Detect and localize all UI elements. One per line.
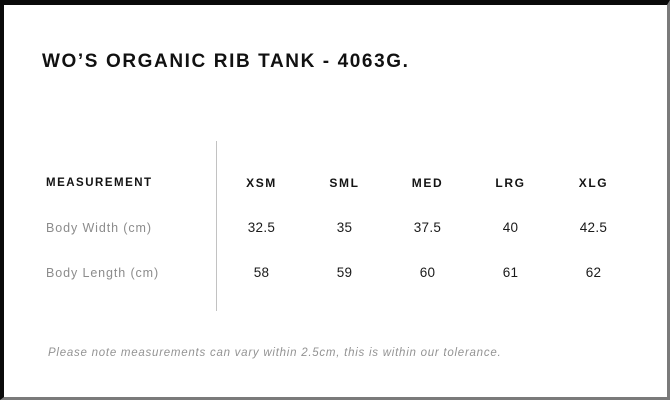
column-header-xlg: XLG bbox=[578, 175, 609, 190]
column-header-med: MED bbox=[411, 175, 444, 190]
cell-body-width-sml: 35 bbox=[336, 220, 353, 235]
cell-body-width-xlg: 42.5 bbox=[579, 220, 608, 235]
column-header-measurement: MEASUREMENT bbox=[46, 176, 153, 189]
table-row: Body Width (cm) 32.5 35 37.5 40 42.5 bbox=[42, 205, 635, 250]
column-header-lrg: LRG bbox=[495, 175, 526, 190]
table-row: Body Length (cm) 58 59 60 61 62 bbox=[42, 250, 635, 295]
row-label-body-length: Body Length (cm) bbox=[46, 265, 160, 280]
row-label-body-width: Body Width (cm) bbox=[46, 220, 152, 235]
cell-body-length-xlg: 62 bbox=[585, 265, 602, 280]
table-header-row: MEASUREMENT XSM SML MED LRG XLG bbox=[42, 160, 635, 205]
cell-body-width-lrg: 40 bbox=[502, 220, 519, 235]
cell-body-length-sml: 59 bbox=[336, 265, 353, 280]
page-title: WO’S ORGANIC RIB TANK - 4063G. bbox=[42, 51, 410, 72]
size-chart-table: MEASUREMENT XSM SML MED LRG XLG Body Wid… bbox=[42, 160, 635, 295]
tolerance-footnote: Please note measurements can vary within… bbox=[48, 347, 502, 359]
cell-body-length-xsm: 58 bbox=[253, 265, 270, 280]
column-header-sml: SML bbox=[329, 175, 360, 190]
cell-body-length-med: 60 bbox=[419, 265, 436, 280]
table-vertical-divider bbox=[216, 141, 217, 311]
column-header-xsm: XSM bbox=[246, 175, 277, 190]
cell-body-width-med: 37.5 bbox=[413, 220, 442, 235]
cell-body-length-lrg: 61 bbox=[502, 265, 519, 280]
cell-body-width-xsm: 32.5 bbox=[247, 220, 276, 235]
